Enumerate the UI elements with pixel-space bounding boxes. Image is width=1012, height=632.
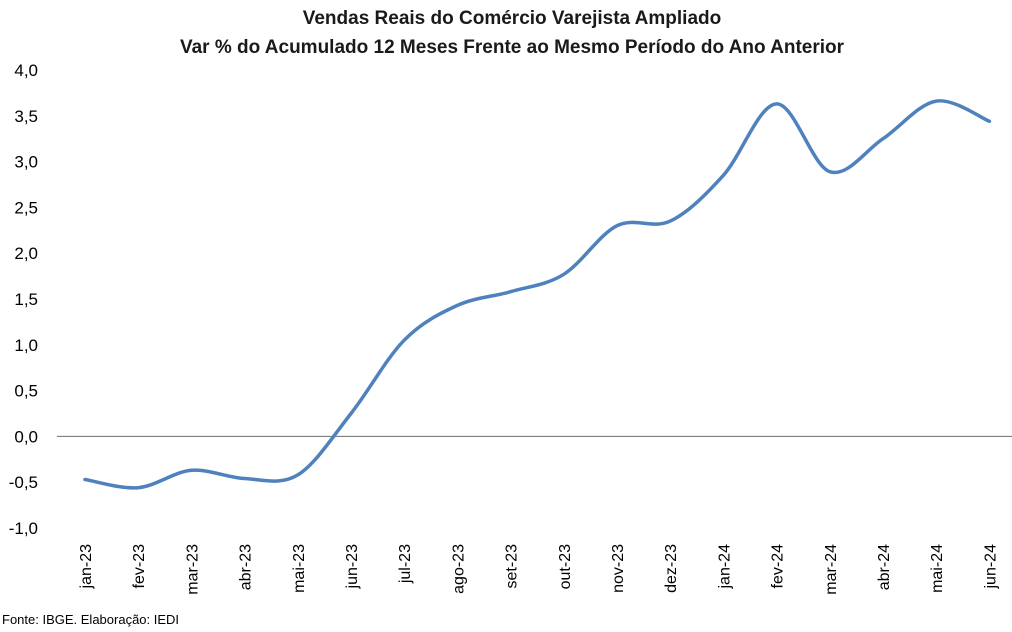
x-tick-label: ago-23 <box>450 544 467 594</box>
x-tick-label: abr-23 <box>238 544 255 590</box>
source-note: Fonte: IBGE. Elaboração: IEDI <box>2 612 180 627</box>
x-tick-label: dez-23 <box>663 544 680 593</box>
x-tick-label: jan-23 <box>78 544 95 590</box>
x-tick-label: jan-24 <box>716 544 733 590</box>
chart-subtitle: Var % do Acumulado 12 Meses Frente ao Me… <box>180 37 845 58</box>
x-tick-label: jun-23 <box>344 544 361 590</box>
x-tick-label: nov-23 <box>610 544 627 593</box>
x-tick-label: fev-24 <box>770 544 787 589</box>
y-tick-label: 2,5 <box>14 198 38 217</box>
y-tick-label: 0,0 <box>14 427 38 446</box>
y-tick-label: 2,0 <box>14 244 38 263</box>
x-tick-label: abr-24 <box>876 544 893 590</box>
x-tick-label: mar-23 <box>184 544 201 595</box>
y-tick-label: 0,5 <box>14 382 38 401</box>
x-tick-label: mar-24 <box>823 544 840 595</box>
x-tick-label: mai-24 <box>929 544 946 593</box>
x-tick-label: jul-23 <box>397 544 414 584</box>
y-axis-ticks: 4,0 3,5 3,0 2,5 2,0 1,5 1,0 0,5 0,0 -0,5 -1,0 <box>9 61 38 538</box>
y-tick-label: 1,0 <box>14 336 38 355</box>
y-tick-label: 3,5 <box>14 107 38 126</box>
x-axis-ticks: jan-23 fev-23 mar-23 abr-23 mai-23 jun-23 jul-… <box>78 544 999 595</box>
y-tick-label: -1,0 <box>9 519 38 538</box>
x-tick-label: jun-24 <box>982 544 999 590</box>
x-tick-label: fev-23 <box>131 544 148 589</box>
chart-title: Vendas Reais do Comércio Varejista Ampli… <box>303 8 722 29</box>
x-tick-label: mai-23 <box>291 544 308 593</box>
y-tick-label: -0,5 <box>9 473 38 492</box>
y-tick-label: 3,0 <box>14 153 38 172</box>
series-line <box>83 99 992 490</box>
y-tick-label: 1,5 <box>14 290 38 309</box>
y-tick-label: 4,0 <box>14 61 38 80</box>
x-tick-label: set-23 <box>504 544 521 589</box>
x-tick-label: out-23 <box>557 544 574 589</box>
